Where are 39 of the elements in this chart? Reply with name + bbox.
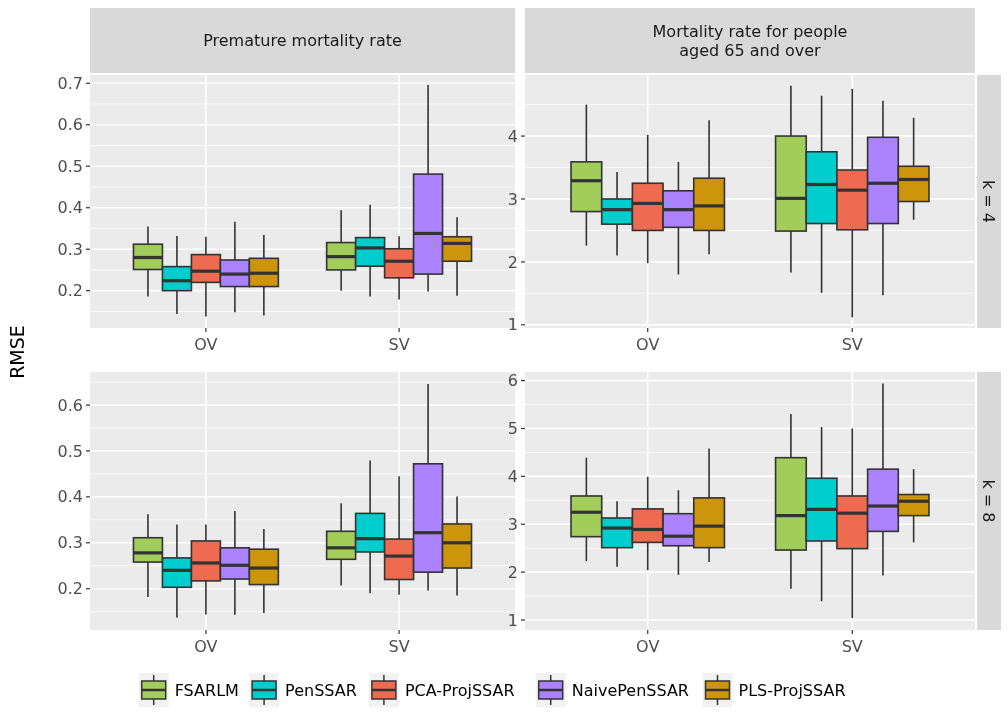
x-tick-label: SV <box>841 335 863 354</box>
y-tick-label: 2 <box>507 562 518 582</box>
y-tick-label: 1 <box>507 610 518 630</box>
x-tick-label: OV <box>636 637 660 656</box>
x-tick-label: OV <box>194 637 218 656</box>
y-tick-label: 0.5 <box>57 156 83 176</box>
y-tick-label: 0.6 <box>57 395 83 415</box>
y-tick-label: 3 <box>507 189 518 209</box>
y-tick-label: 0.4 <box>57 487 83 507</box>
legend-label: NaivePenSSAR <box>571 680 689 700</box>
y-tick-label: 0.5 <box>57 441 83 461</box>
y-tick-label: 0.3 <box>57 533 83 553</box>
y-tick-label: 0.6 <box>57 115 83 135</box>
y-tick-label: 2 <box>507 252 518 272</box>
y-tick-label: 0.3 <box>57 239 83 259</box>
text: k = 4 <box>979 179 999 224</box>
x-tick-label: SV <box>841 637 863 656</box>
legend-label: PCA-ProjSSAR <box>404 680 515 700</box>
x-tick-label: SV <box>388 335 410 354</box>
y-axis-title: RMSE <box>6 325 28 379</box>
y-tick-label: 0.4 <box>57 198 83 218</box>
y-tick-label: 4 <box>507 126 518 146</box>
x-tick-label: SV <box>388 637 410 656</box>
text: k = 8 <box>979 479 999 523</box>
chart-title: Premature mortality rate <box>203 31 402 51</box>
legend-label: PenSSAR <box>285 680 357 700</box>
y-tick-label: 0.2 <box>57 579 83 599</box>
y-tick-label: 5 <box>507 419 518 439</box>
y-tick-label: 0.2 <box>57 281 83 301</box>
y-tick-label: 6 <box>507 371 518 391</box>
y-tick-label: 4 <box>507 466 518 486</box>
x-tick-label: OV <box>636 335 660 354</box>
y-tick-label: 3 <box>507 514 518 534</box>
x-tick-label: OV <box>194 335 218 354</box>
legend-label: FSARLM <box>174 680 239 700</box>
y-tick-label: 0.7 <box>57 73 83 93</box>
y-tick-label: 1 <box>507 315 518 335</box>
legend-label: PLS-ProjSSAR <box>738 680 846 700</box>
chart-title: Mortality rate for people aged 65 and over <box>652 21 848 60</box>
